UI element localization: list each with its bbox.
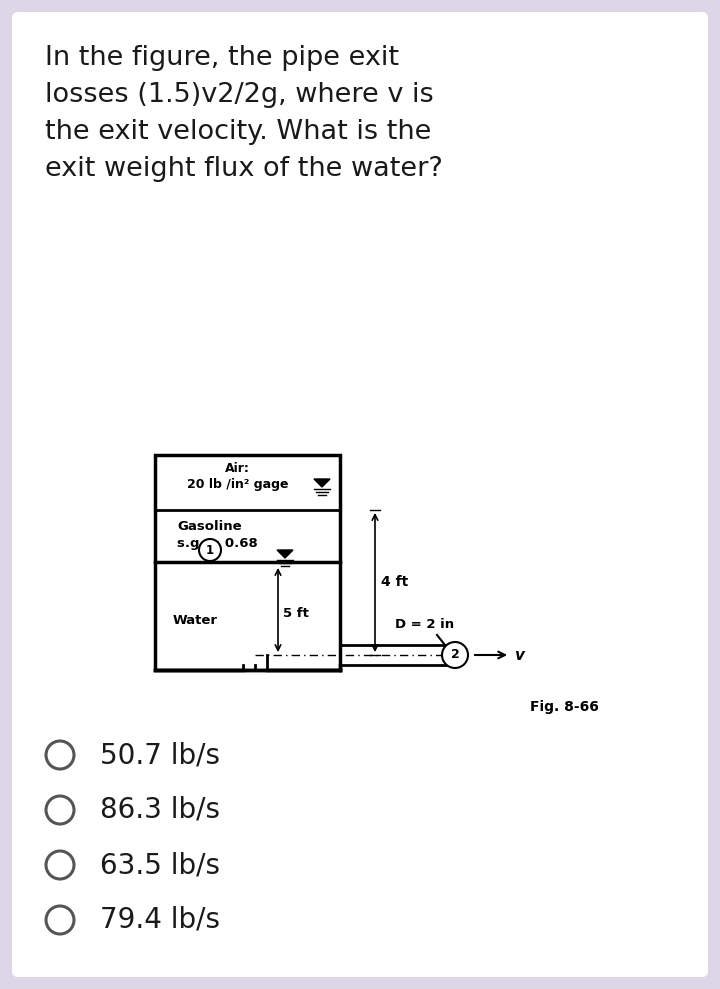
Polygon shape bbox=[277, 550, 293, 558]
Text: D = 2 in: D = 2 in bbox=[395, 618, 454, 632]
Text: 1: 1 bbox=[206, 544, 214, 557]
Text: 2: 2 bbox=[451, 649, 459, 662]
Text: In the figure, the pipe exit
losses (1.5)v2/2g, where v is
the exit velocity. Wh: In the figure, the pipe exit losses (1.5… bbox=[45, 45, 443, 182]
Text: Air:
20 lb /in² gage: Air: 20 lb /in² gage bbox=[186, 462, 288, 491]
Circle shape bbox=[46, 796, 74, 824]
Text: 63.5 lb/s: 63.5 lb/s bbox=[100, 851, 220, 879]
Text: v: v bbox=[514, 649, 524, 664]
Circle shape bbox=[46, 906, 74, 934]
FancyBboxPatch shape bbox=[12, 12, 708, 977]
Text: Gasoline
s.g. = 0.68: Gasoline s.g. = 0.68 bbox=[177, 520, 258, 550]
Text: 79.4 lb/s: 79.4 lb/s bbox=[100, 906, 220, 934]
Text: 50.7 lb/s: 50.7 lb/s bbox=[100, 741, 220, 769]
Text: 5 ft: 5 ft bbox=[283, 607, 309, 620]
Text: Water: Water bbox=[173, 613, 218, 626]
Polygon shape bbox=[314, 479, 330, 487]
Text: 86.3 lb/s: 86.3 lb/s bbox=[100, 796, 220, 824]
Circle shape bbox=[442, 642, 468, 668]
Circle shape bbox=[199, 539, 221, 561]
Bar bbox=[155, 455, 340, 670]
Text: Fig. 8-66: Fig. 8-66 bbox=[530, 700, 599, 714]
Text: 4 ft: 4 ft bbox=[381, 576, 408, 589]
Circle shape bbox=[46, 741, 74, 769]
Circle shape bbox=[46, 851, 74, 879]
